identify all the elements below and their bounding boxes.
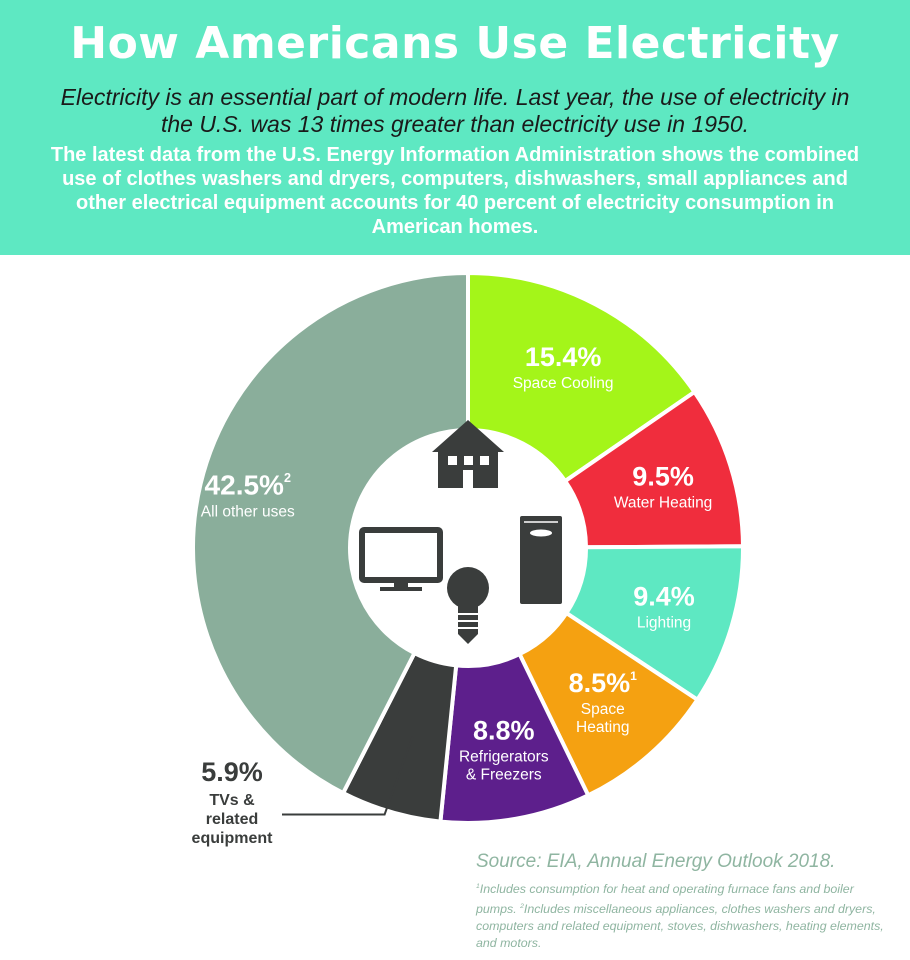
donut-chart: 15.4% Space Cooling 9.5% Water Heating 9.4% L… <box>0 255 910 960</box>
name-label-refrigerators-and-freezers-1: & Freezers <box>466 766 542 783</box>
value-label-lighting: 9.4% <box>633 581 695 611</box>
footnote-1-mark: 1 <box>476 883 480 890</box>
page-title: How Americans Use Electricity <box>70 18 840 69</box>
leader-line-tvs-and-related-equipment <box>282 736 414 816</box>
value-label-all-other-uses: 42.5%2 <box>205 470 291 501</box>
donut-center <box>352 432 584 664</box>
name-label-all-other-uses-0: All other uses <box>201 504 295 521</box>
value-label-space-cooling: 15.4% <box>525 342 602 372</box>
name-label-tvs-and-related-equipment-1: related <box>206 811 258 828</box>
footnote-2: Includes miscellaneous appliances, cloth… <box>476 902 884 951</box>
body-text: The latest data from the U.S. Energy Inf… <box>50 144 860 238</box>
slice-all-other-uses <box>191 270 470 796</box>
name-label-space-heating-1: Heating <box>576 719 629 736</box>
name-label-lighting-0: Lighting <box>637 614 691 631</box>
house-icon <box>432 420 504 488</box>
name-label-tvs-and-related-equipment-2: equipment <box>192 830 274 847</box>
tv-icon <box>359 527 443 591</box>
value-label-tvs-and-related-equipment: 5.9% <box>201 757 263 787</box>
name-label-space-cooling-0: Space Cooling <box>513 375 614 392</box>
name-label-water-heating-0: Water Heating <box>614 495 713 512</box>
intro-text: Electricity is an essential part of mode… <box>60 84 850 137</box>
name-label-refrigerators-and-freezers-0: Refrigerators <box>459 748 549 765</box>
value-label-refrigerators-and-freezers: 8.8% <box>473 715 535 745</box>
value-label-water-heating: 9.5% <box>632 462 694 492</box>
value-label-space-heating: 8.5%1 <box>569 668 638 698</box>
footnote-2-mark: 2 <box>520 903 524 911</box>
footnotes: 1Includes consumption for heat and opera… <box>476 878 896 952</box>
lightbulb-icon <box>447 567 489 644</box>
name-label-space-heating-0: Space <box>581 701 625 718</box>
header-banner: How Americans Use Electricity Electricit… <box>0 0 910 255</box>
footnote-1: Includes consumption for heat and operat… <box>476 882 854 917</box>
name-label-tvs-and-related-equipment-0: TVs & <box>209 792 255 809</box>
water-heater-icon <box>520 516 562 604</box>
source-text: Source: EIA, Annual Energy Outlook 2018. <box>476 851 836 872</box>
